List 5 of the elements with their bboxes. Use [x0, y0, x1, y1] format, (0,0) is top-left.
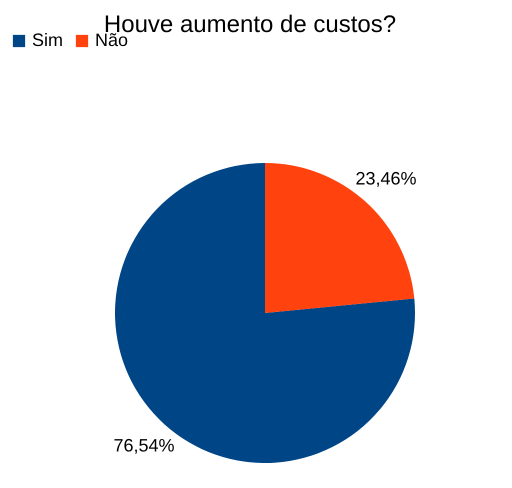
pie-slice: [265, 163, 414, 313]
data-label: 23,46%: [355, 168, 417, 189]
data-label: 76,54%: [113, 435, 175, 456]
pie-slice: [115, 163, 415, 463]
legend-label: Sim: [32, 30, 63, 50]
